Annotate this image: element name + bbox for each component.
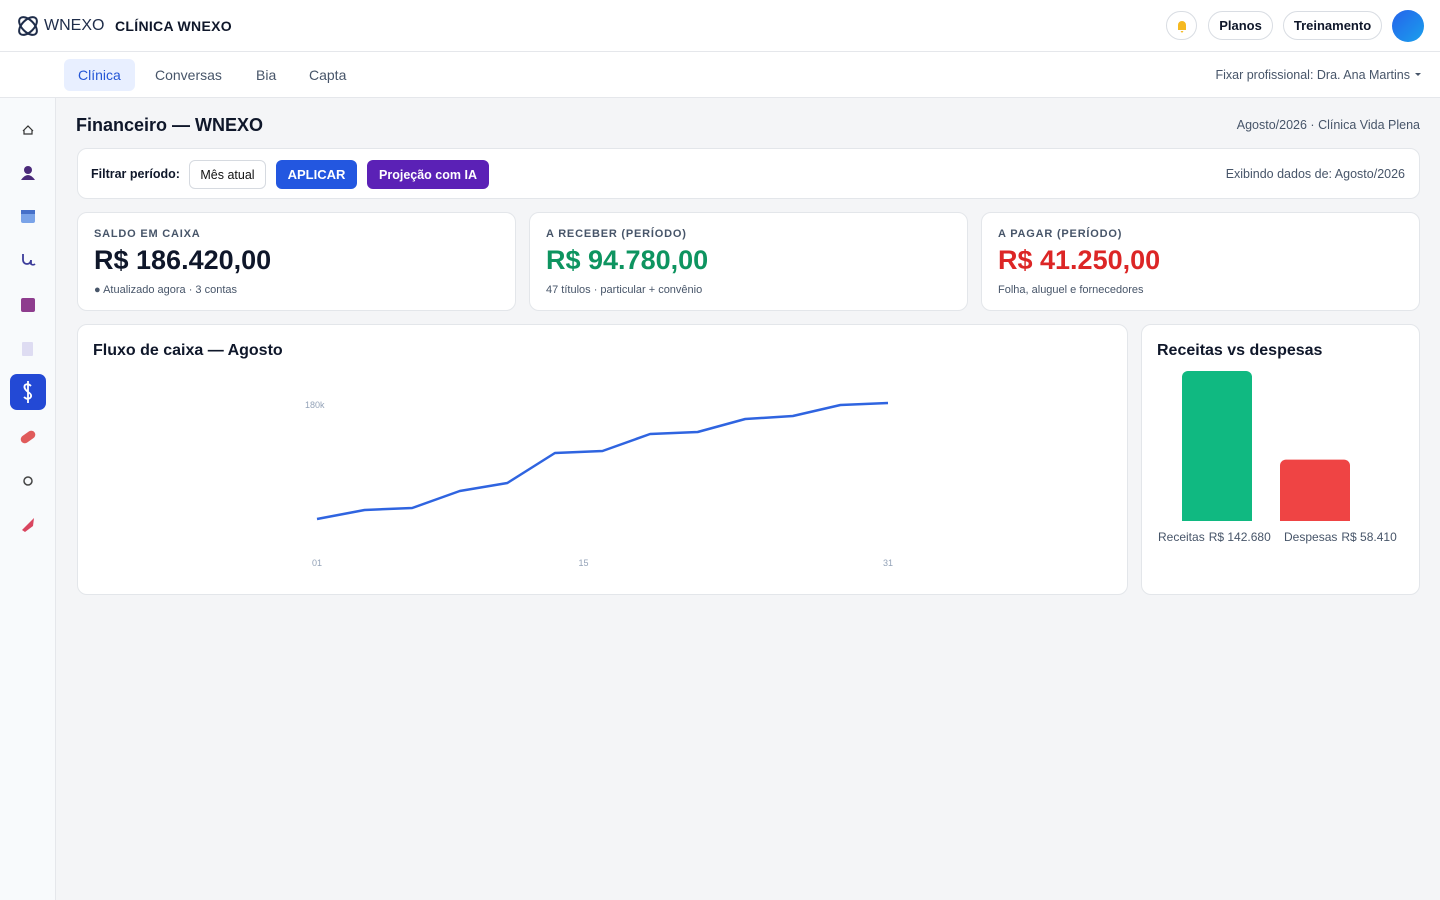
comparison-card: Receitas vs despesas Receitas R$ 142.680 D…: [1141, 324, 1420, 595]
pharmacy-icon[interactable]: [19, 429, 37, 445]
filter-bar: Filtrar período: Mês atual APLICAR Proje…: [77, 148, 1420, 199]
showing-label: Exibindo dados de: Agosto/2026: [1225, 167, 1405, 181]
kpi-label: A RECEBER (PERÍODO): [546, 228, 687, 240]
tab[interactable]: Bia: [256, 67, 277, 83]
x-tick-label: 31: [883, 558, 893, 568]
page-title: Financeiro — WNEXO: [76, 115, 264, 135]
training-button[interactable]: Treinamento: [1283, 11, 1382, 40]
kpi-value: R$ 94.780,00: [546, 245, 709, 275]
avatar[interactable]: [1392, 10, 1424, 42]
bar-base: [1280, 515, 1350, 521]
bar-value-label: R$ 58.410: [1341, 530, 1397, 544]
ai-projection-button[interactable]: Projeção com IA: [367, 160, 489, 189]
sidebar: [0, 98, 56, 900]
bar-value-label: R$ 142.680: [1209, 530, 1271, 544]
cashflow-card: Fluxo de caixa — Agosto 180k 01 15 31: [77, 324, 1128, 595]
x-tick-label: 15: [578, 558, 588, 568]
bar-category: Receitas: [1158, 530, 1205, 544]
bar-label: Despesas R$ 58.410: [1284, 530, 1397, 544]
tab[interactable]: Conversas: [155, 67, 222, 83]
settings-icon[interactable]: [23, 476, 33, 486]
top-bar: WNEXO CLÍNICA WNEXO Planos Treinamento: [0, 0, 1440, 52]
bar-base: [1182, 515, 1252, 521]
tab[interactable]: Clínica: [64, 59, 135, 91]
bell-icon: [1177, 20, 1186, 33]
kpi-label: SALDO EM CAIXA: [94, 228, 201, 240]
y-tick-label: 180k: [305, 400, 325, 410]
launch-icon[interactable]: [22, 518, 34, 532]
document-icon[interactable]: [22, 342, 33, 356]
plans-button[interactable]: Planos: [1208, 11, 1273, 40]
period-select[interactable]: Mês atual: [189, 160, 266, 189]
chart-title: Fluxo de caixa — Agosto: [93, 342, 283, 359]
kpi-value: R$ 186.420,00: [94, 245, 272, 275]
brand: WNEXO: [44, 17, 105, 34]
kpi-label: A PAGAR (PERÍODO): [998, 228, 1123, 240]
x-tick-label: 01: [312, 558, 322, 568]
chart-title: Receitas vs despesas: [1157, 342, 1323, 359]
kpi-card: SALDO EM CAIXA R$ 186.420,00 ● Atualizad…: [77, 212, 516, 311]
pin-professional[interactable]: Fixar profissional: Dra. Ana Martins: [1215, 68, 1410, 82]
kpi-note: ● Atualizado agora · 3 contas: [94, 284, 238, 296]
kpi-note: Folha, aluguel e fornecedores: [998, 284, 1144, 296]
page-context: Agosto/2026 · Clínica Vida Plena: [1236, 118, 1420, 132]
home-icon[interactable]: [22, 125, 34, 135]
kpi-note: 47 títulos · particular + convênio: [546, 284, 703, 296]
kpi-value: R$ 41.250,00: [998, 245, 1161, 275]
bar: [1280, 459, 1350, 521]
save-icon[interactable]: [21, 298, 35, 312]
kpi-card: A RECEBER (PERÍODO) R$ 94.780,00 47 títu…: [529, 212, 968, 311]
kpi-card: A PAGAR (PERÍODO) R$ 41.250,00 Folha, al…: [981, 212, 1420, 311]
bar-category: Despesas: [1284, 530, 1337, 544]
logo-icon: [18, 16, 38, 36]
patients-icon[interactable]: [24, 166, 32, 174]
filter-label: Filtrar período:: [91, 167, 180, 181]
cashflow-line: [316, 401, 889, 521]
apply-button[interactable]: APLICAR: [276, 160, 357, 189]
sidebar-icons: [10, 125, 46, 532]
tab[interactable]: Capta: [309, 67, 347, 83]
bar: [1182, 371, 1252, 521]
cashflow-chart: Fluxo de caixa — Agosto 180k 01 15 31: [93, 342, 893, 568]
bar-label: Receitas R$ 142.680: [1158, 530, 1271, 544]
tabs-bar: Clínica Conversas Bia Capta Fixar profis…: [0, 52, 1440, 98]
medical-icon[interactable]: [22, 254, 36, 266]
clinic-name: CLÍNICA WNEXO: [115, 18, 232, 34]
notifications-button[interactable]: [1166, 11, 1197, 40]
comparison-chart: Receitas vs despesas Receitas R$ 142.680 D…: [1157, 342, 1397, 544]
dropdown-arrow: [1415, 73, 1421, 76]
